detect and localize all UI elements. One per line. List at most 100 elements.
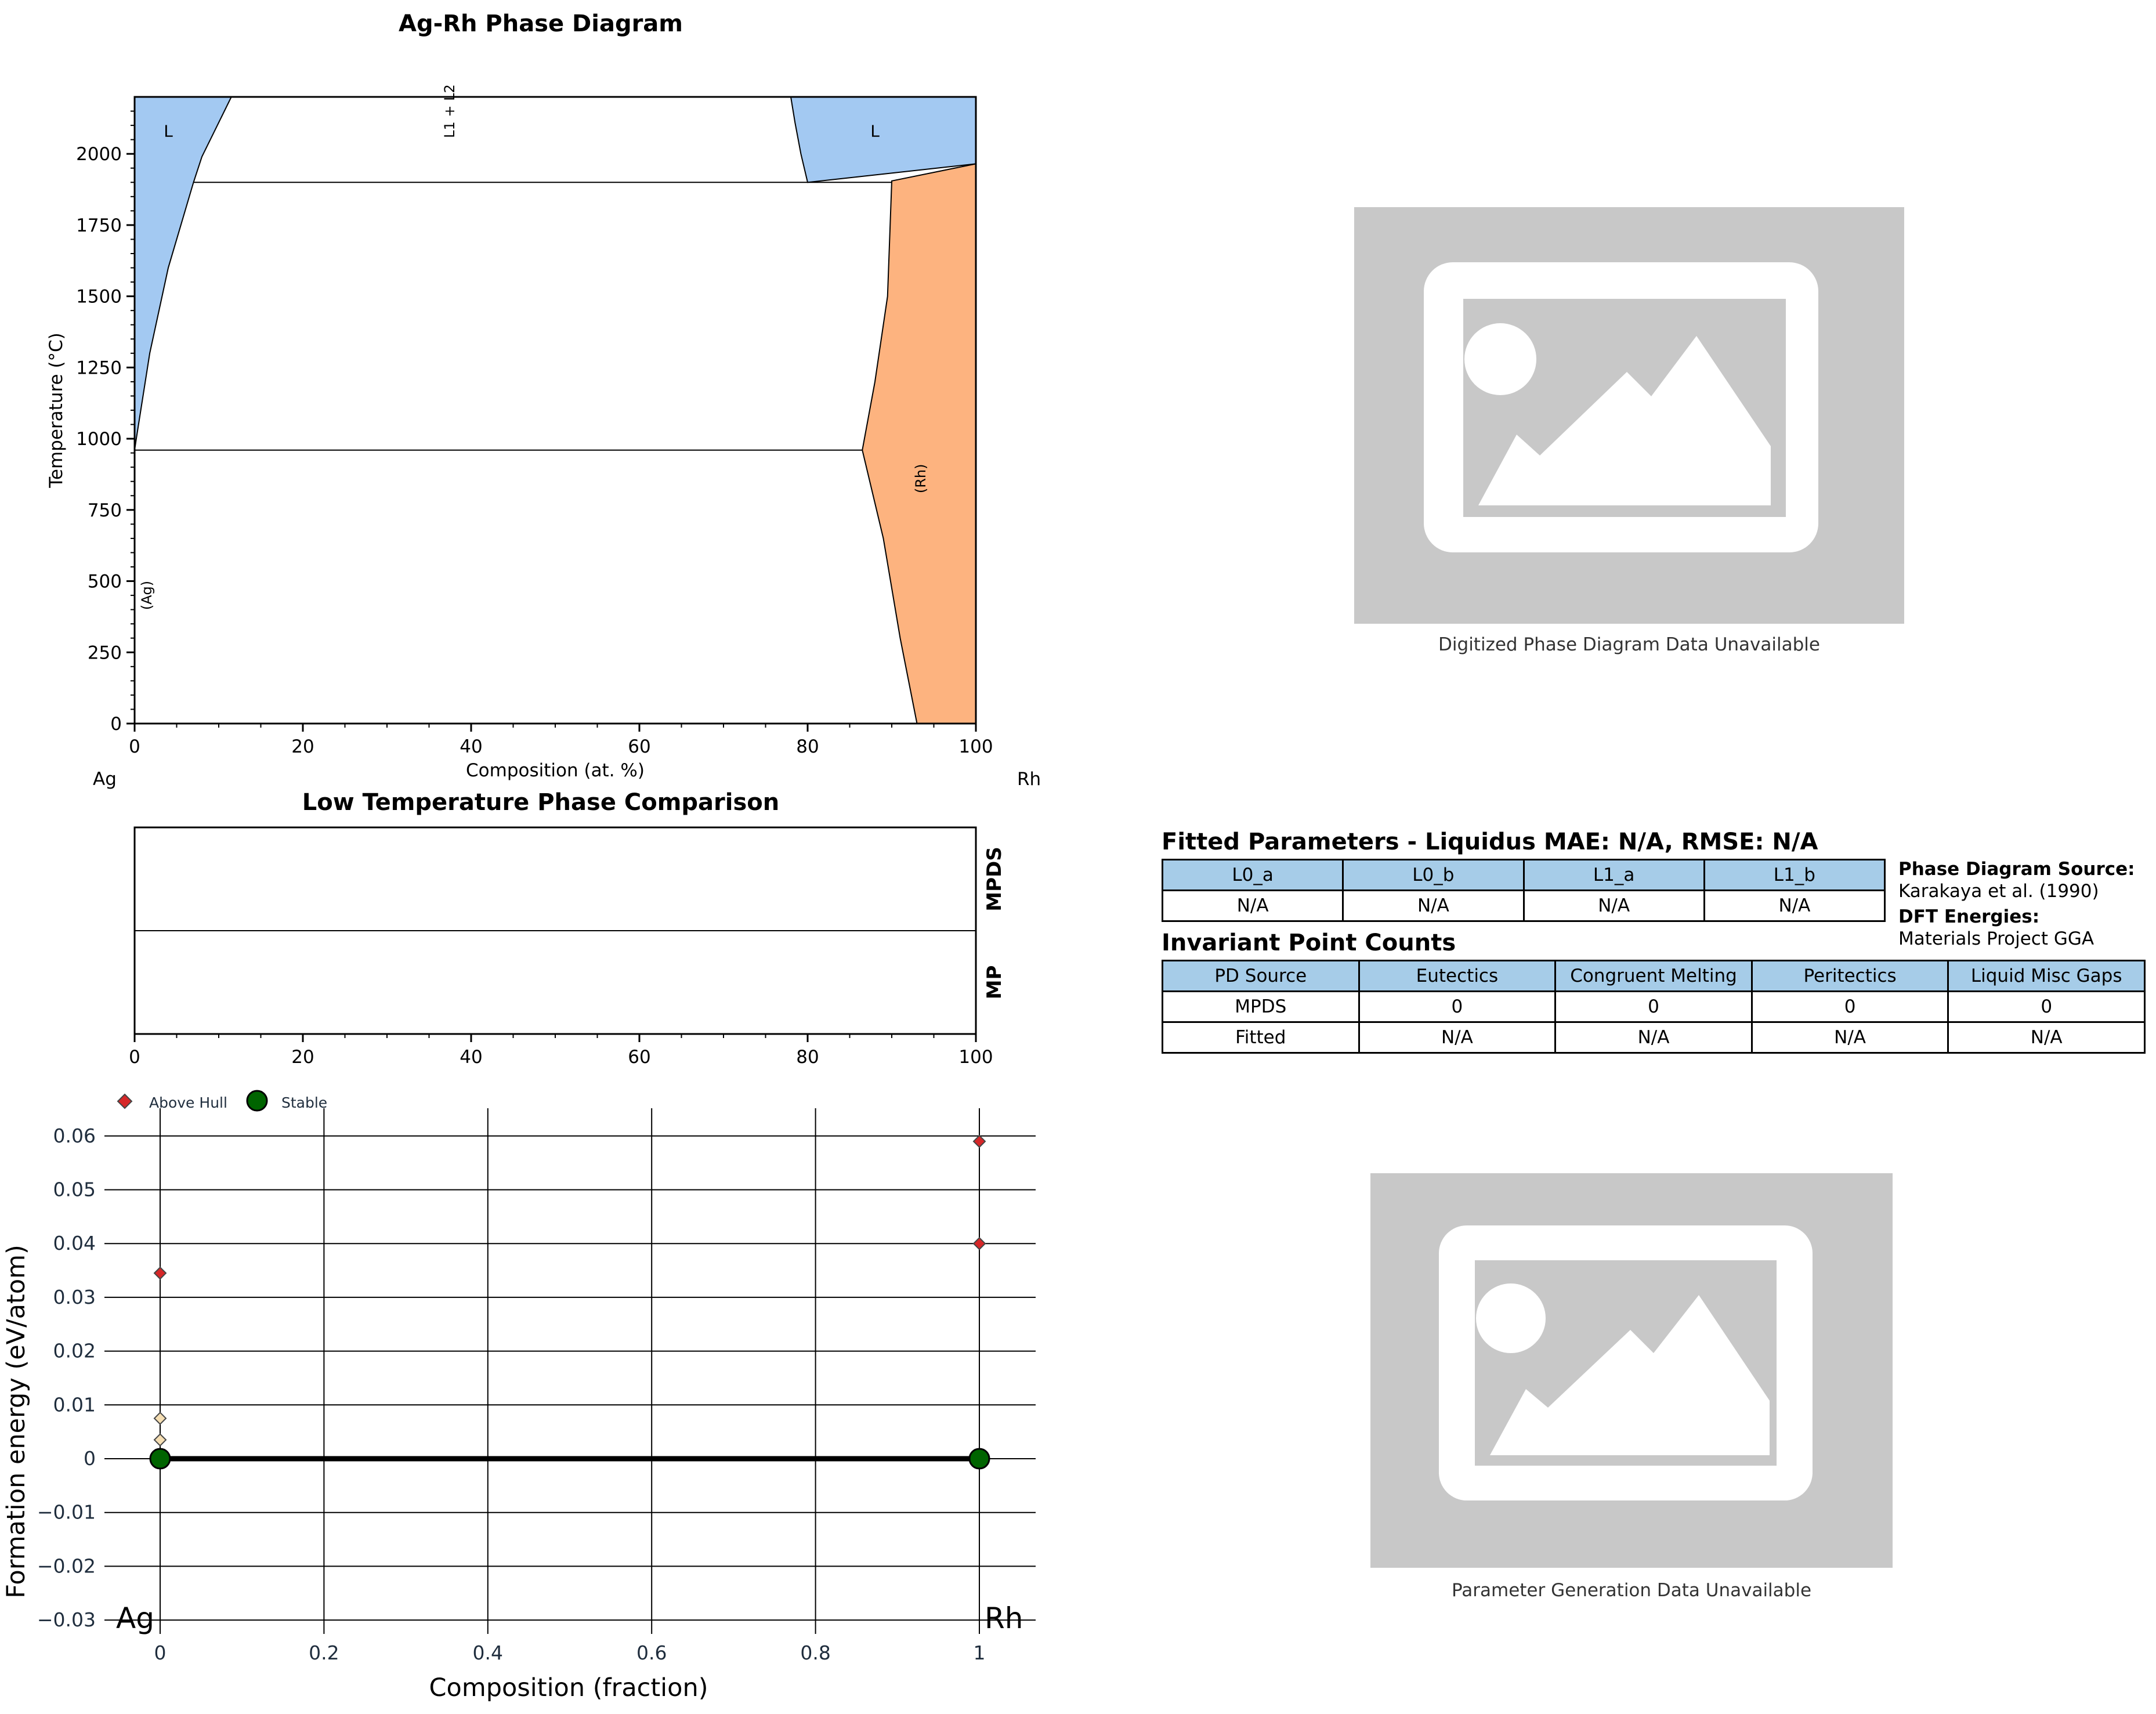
- invariant-counts-table: PD Source Eutectics Congruent Melting Pe…: [1162, 960, 2146, 1054]
- legend-stable-label: Stable: [281, 1094, 327, 1111]
- table-row: Fitted N/A N/A N/A N/A: [1162, 1021, 2146, 1054]
- x-tick-label: 80: [796, 1047, 819, 1068]
- phase-diagram-frame: [133, 96, 977, 725]
- y-tick-label: −0.02: [37, 1554, 96, 1577]
- x-tick-label: 20: [291, 736, 314, 757]
- invariant-cell: 0: [1358, 990, 1557, 1023]
- x-tick-label: 0: [129, 1047, 140, 1068]
- x-tick-label: 60: [628, 1047, 650, 1068]
- stable-point: [968, 1448, 990, 1470]
- x-tick-label: 0: [154, 1641, 167, 1664]
- x-tick-label: 80: [796, 736, 819, 757]
- y-tick-label: 0.02: [53, 1340, 96, 1362]
- y-tick-label: 750: [88, 500, 122, 521]
- phase-diagram-source-label: Phase Diagram Source:: [1898, 859, 2135, 880]
- dft-energies-value: Materials Project GGA: [1898, 928, 2094, 949]
- x-tick-label: 100: [958, 736, 993, 757]
- end-label-rh: Rh: [985, 1601, 1023, 1635]
- invariant-header-source: PD Source: [1162, 960, 1360, 992]
- region-label: L1 + L2: [442, 84, 458, 138]
- phase-region: [134, 96, 233, 450]
- phase-diagram-title: Ag-Rh Phase Diagram: [399, 10, 683, 37]
- legend-above-hull-marker: [117, 1093, 133, 1109]
- y-tick-label: 1750: [76, 215, 122, 236]
- invariant-header-congruent: Congruent Melting: [1554, 960, 1753, 992]
- y-tick-label: 1500: [76, 287, 122, 308]
- region-label: L: [870, 122, 880, 141]
- phase-diagram-xlabel: Composition (at. %): [466, 760, 645, 781]
- x-tick-label: 0: [129, 736, 140, 757]
- fitted-header-l1b: L1_b: [1703, 859, 1886, 891]
- invariant-header-peritectics: Peritectics: [1750, 960, 1949, 992]
- above-hull-point: [153, 1266, 167, 1280]
- invariant-cell: 0: [1554, 990, 1753, 1023]
- invariant-cell: N/A: [1750, 1021, 1949, 1054]
- dft-energies-label: DFT Energies:: [1898, 906, 2040, 927]
- fitted-header-l0b: L0_b: [1342, 859, 1525, 891]
- invariant-counts-title: Invariant Point Counts: [1162, 930, 1456, 956]
- formation-energy-legend: Above Hull Stable: [117, 1090, 327, 1112]
- image-placeholder-icon: [1370, 1173, 1893, 1568]
- fitted-value-l0a: N/A: [1161, 889, 1344, 922]
- invariant-header-misc-gaps: Liquid Misc Gaps: [1947, 960, 2146, 992]
- phase-diagram-chart: Ag-Rh Phase Diagram L L (Rh) L1 + L2 (Ag) 0 2…: [46, 10, 1041, 790]
- phase-region: [862, 163, 976, 724]
- table-row: MPDS 0 0 0 0: [1162, 990, 2146, 1023]
- region-label: (Rh): [913, 464, 929, 494]
- invariant-header-eutectics: Eutectics: [1358, 960, 1557, 992]
- image-placeholder-icon: [1354, 207, 1904, 624]
- invariant-cell: MPDS: [1162, 990, 1360, 1023]
- y-tick-label: −0.03: [37, 1608, 96, 1631]
- invariant-cell: N/A: [1947, 1021, 2146, 1054]
- y-tick-label: 0.06: [53, 1124, 96, 1147]
- x-tick-label: 100: [958, 1047, 993, 1068]
- x-tick-label: 0.8: [800, 1641, 830, 1664]
- x-tick-label: 40: [460, 1047, 482, 1068]
- invariant-cell: N/A: [1554, 1021, 1753, 1054]
- row-label-mpds: MPDS: [983, 847, 1006, 911]
- invariant-cell: Fitted: [1162, 1021, 1360, 1054]
- y-tick-label: 500: [88, 572, 122, 592]
- parameter-generation-caption: Parameter Generation Data Unavailable: [1451, 1580, 1812, 1601]
- y-tick-label: 250: [88, 642, 122, 663]
- formation-energy-chart: −0.03 −0.02 −0.01 0 0.01 0.02 0.03 0.04 0.05 0.06…: [2, 1090, 1036, 1702]
- fitted-parameters-table: L0_a L0_b L1_a L1_b N/A N/A N/A N/A: [1161, 859, 1886, 922]
- x-tick-label: 0.2: [309, 1641, 339, 1664]
- formation-energy-ylabel: Formation energy (eV/atom): [2, 1245, 31, 1599]
- y-tick-label: 0.01: [53, 1393, 96, 1416]
- y-tick-label: 0.05: [53, 1178, 96, 1201]
- y-tick-label: 0.04: [53, 1232, 96, 1254]
- above-hull-point: [972, 1236, 986, 1250]
- end-label-ag: Ag: [116, 1601, 154, 1635]
- legend-stable-marker: [246, 1090, 268, 1112]
- digitized-diagram-caption: Digitized Phase Diagram Data Unavailable: [1438, 634, 1820, 655]
- formation-energy-xlabel: Composition (fraction): [429, 1673, 708, 1702]
- phase-diagram-ylabel: Temperature (°C): [46, 332, 67, 489]
- stable-point: [149, 1448, 171, 1470]
- fitted-header-l0a: L0_a: [1161, 859, 1344, 891]
- above-hull-point: [972, 1134, 986, 1148]
- x-tick-label: 1: [974, 1641, 986, 1664]
- y-tick-label: 1000: [76, 429, 122, 450]
- right-element-label: Rh: [1017, 769, 1041, 790]
- invariant-cell: 0: [1750, 990, 1949, 1023]
- fitted-header-l1a: L1_a: [1522, 859, 1705, 891]
- invariant-cell: 0: [1947, 990, 2146, 1023]
- y-tick-label: 0.03: [53, 1286, 96, 1308]
- y-tick-label: 0: [84, 1447, 96, 1470]
- fitted-value-l1a: N/A: [1522, 889, 1705, 922]
- above-hull-point: [153, 1433, 167, 1447]
- low-temp-title: Low Temperature Phase Comparison: [302, 789, 779, 816]
- x-tick-label: 0.6: [636, 1641, 667, 1664]
- row-label-mp: MP: [983, 966, 1006, 1000]
- fitted-parameters-title: Fitted Parameters - Liquidus MAE: N/A, R…: [1162, 829, 1818, 855]
- y-tick-label: 1250: [76, 357, 122, 378]
- x-tick-label: 40: [460, 736, 482, 757]
- fitted-value-l1b: N/A: [1703, 889, 1886, 922]
- y-tick-label: 0: [110, 714, 122, 735]
- above-hull-point: [153, 1412, 167, 1425]
- invariant-cell: N/A: [1358, 1021, 1557, 1054]
- left-element-label: Ag: [93, 769, 117, 790]
- y-tick-label: −0.01: [37, 1501, 96, 1524]
- x-tick-label: 60: [628, 736, 650, 757]
